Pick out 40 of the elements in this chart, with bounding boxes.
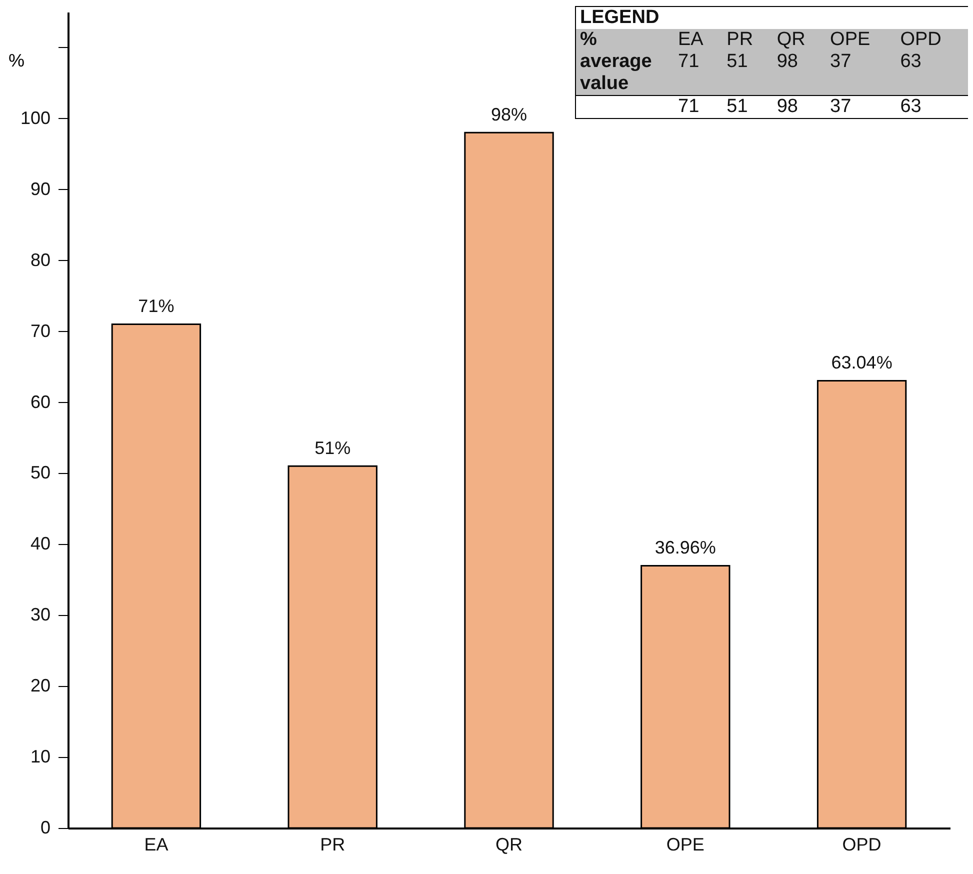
annotation: QR: [776, 29, 806, 51]
y-tick-label: 100: [20, 108, 50, 128]
annotation: OPE: [829, 29, 872, 51]
annotation: PR: [726, 29, 754, 51]
x-tick-label: EA: [144, 834, 168, 854]
x-tick-label: QR: [496, 834, 522, 854]
x-tick-label: PR: [320, 834, 346, 854]
y-tick-label: 70: [30, 320, 50, 341]
data-label: 51%: [314, 438, 351, 458]
y-tick-label: 20: [30, 676, 50, 696]
annotation: 51: [722, 96, 773, 118]
y-tick-label: 40: [30, 534, 50, 554]
annotation: OPD: [899, 29, 942, 51]
annotation: 98: [776, 51, 799, 74]
y-tick-label: 80: [30, 250, 50, 270]
y-tick-label: 0: [40, 818, 50, 838]
annotation: 71: [674, 96, 723, 118]
annotation: 51: [726, 51, 749, 74]
data-label: 36.96%: [654, 538, 716, 558]
y-tick-label: 60: [30, 392, 50, 412]
annotation: 98: [772, 96, 826, 118]
annotation: LEGEND: [576, 6, 968, 29]
y-tick-label: 90: [30, 178, 50, 199]
data-label: 63.04%: [831, 352, 892, 373]
x-tick-label: OPE: [666, 834, 704, 854]
annotation: EA: [677, 29, 704, 51]
annotation: %: [579, 29, 598, 51]
data-label: 98%: [490, 104, 528, 125]
annotation: average value: [579, 51, 653, 96]
y-tick-label: 10: [30, 746, 50, 767]
annotation: 63: [896, 96, 968, 118]
annotation: 37: [829, 51, 852, 74]
annotation: 37: [826, 96, 896, 118]
annotation: 63: [899, 51, 922, 74]
y-axis-title: %: [8, 50, 25, 70]
y-tick-label: 30: [30, 604, 50, 625]
x-tick-label: OPD: [842, 834, 882, 854]
data-label: 71%: [138, 296, 174, 316]
y-tick-label: 50: [30, 462, 50, 483]
annotation: 71: [677, 51, 700, 74]
